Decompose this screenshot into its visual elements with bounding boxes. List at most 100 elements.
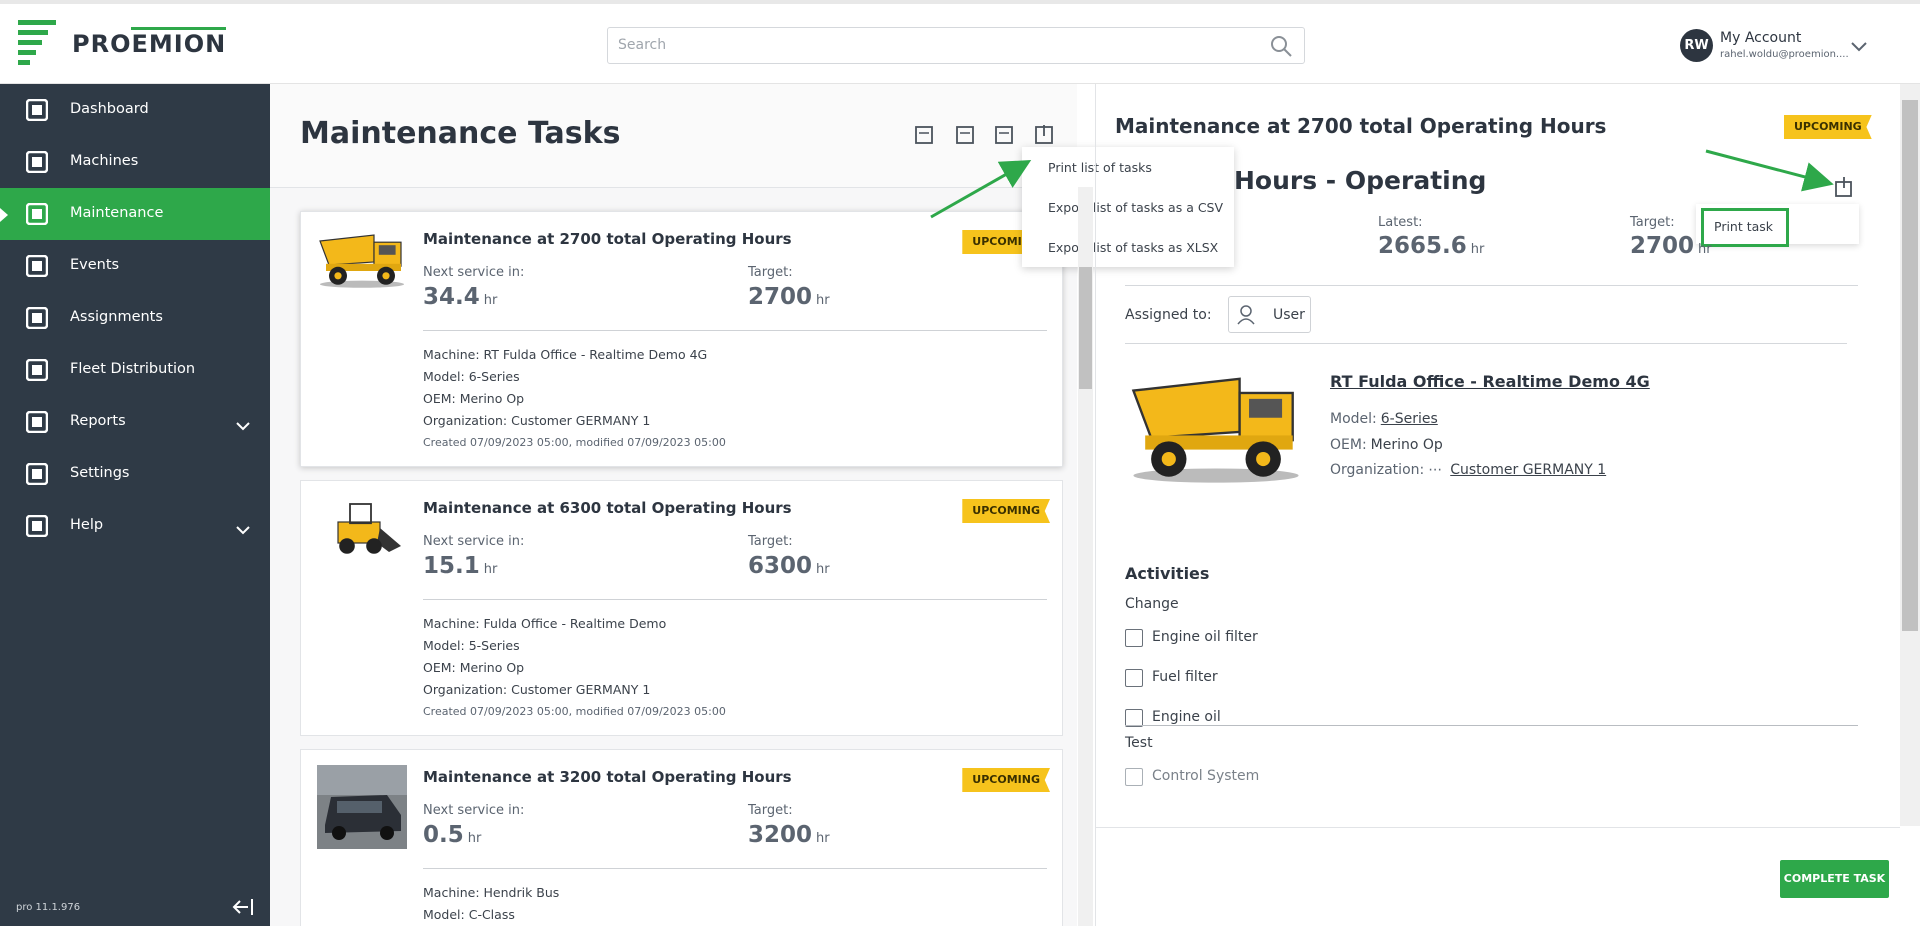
divider — [1125, 343, 1847, 344]
divider — [1125, 285, 1858, 286]
task-detail: Organization: Customer GERMANY 1 — [423, 413, 651, 428]
assign-user-label: User — [1273, 307, 1305, 323]
sidebar-item[interactable]: Settings — [0, 448, 270, 500]
user-icon-svg — [1237, 305, 1255, 325]
account-name[interactable]: My Account — [1720, 30, 1802, 46]
checkbox[interactable] — [1125, 768, 1143, 786]
machine-oem: OEM: Merino Op — [1330, 437, 1443, 453]
d-target-value: 2700 hr — [1630, 233, 1712, 259]
next-number: 0.5 — [423, 822, 464, 848]
next-label: Next service in: — [423, 265, 525, 280]
toolbar-icon-svg — [956, 126, 974, 144]
export-menu-item[interactable]: Export list of tasks as XLSX — [1048, 240, 1219, 255]
sidebar-item[interactable]: Fleet Distribution — [0, 344, 270, 396]
next-value: 0.5 hr — [423, 822, 481, 848]
list-title: Maintenance Tasks — [300, 116, 621, 151]
sidebar-icon-svg — [25, 254, 49, 278]
target-value: 3200 hr — [748, 822, 830, 848]
activity-label: Fuel filter — [1152, 669, 1218, 685]
toolbar-icon — [994, 125, 1014, 149]
status-badge: UPCOMING — [962, 768, 1050, 792]
export-menu-item[interactable]: Print list of tasks — [1048, 160, 1152, 175]
machine-link[interactable]: RT Fulda Office - Realtime Demo 4G — [1330, 372, 1650, 391]
search-box[interactable]: Search — [607, 27, 1305, 64]
d-target-unit: hr — [1698, 242, 1712, 257]
next-unit: hr — [483, 562, 498, 577]
latest-label: Latest: — [1378, 215, 1423, 230]
next-value: 34.4 hr — [423, 284, 497, 310]
active-pointer — [0, 207, 8, 226]
machine-org: Organization: ⋯ Customer GERMANY 1 — [1330, 462, 1606, 478]
sidebar-label: Fleet Distribution — [70, 361, 196, 377]
sidebar-item[interactable]: Maintenance — [0, 188, 270, 240]
print-icon-svg — [1835, 177, 1852, 197]
panel-divider — [1095, 84, 1096, 926]
toolbar-icon-svg — [915, 126, 933, 144]
sidebar-icon-svg — [25, 462, 49, 486]
sidebar-icon-svg — [25, 202, 49, 226]
sidebar-icon-svg — [25, 306, 49, 330]
task-detail: Model: 6-Series — [423, 369, 520, 384]
sidebar-icon-svg — [25, 514, 49, 538]
task-card[interactable]: Maintenance at 6300 total Operating Hour… — [300, 480, 1063, 736]
active-pointer-svg — [0, 208, 8, 222]
sidebar-label: Assignments — [70, 309, 163, 325]
account-email: rahel.woldu@proemion.... — [1720, 49, 1849, 60]
sidebar-item[interactable]: Events — [0, 240, 270, 292]
activity-label: Engine oil filter — [1152, 629, 1258, 645]
sidebar-icon — [25, 98, 49, 125]
sidebar-item[interactable]: Reports — [0, 396, 270, 448]
assign-user[interactable]: User — [1228, 296, 1311, 333]
target-unit: hr — [816, 831, 830, 846]
avatar: RW — [1680, 29, 1713, 62]
export-menu-item[interactable]: Export list of tasks as a CSV — [1048, 200, 1224, 215]
checkbox[interactable] — [1125, 669, 1143, 687]
model-label: Model: — [1330, 411, 1377, 427]
org-value[interactable]: Customer GERMANY 1 — [1450, 462, 1607, 478]
sidebar-label: Reports — [70, 413, 126, 429]
target-unit: hr — [816, 293, 830, 308]
print-task-item[interactable]: Print task — [1701, 208, 1789, 247]
user-icon — [1237, 305, 1259, 329]
task-detail: Machine: Fulda Office - Realtime Demo — [423, 616, 667, 631]
task-detail: Machine: Hendrik Bus — [423, 885, 560, 900]
sidebar-icon — [25, 358, 49, 385]
next-unit: hr — [483, 293, 498, 308]
complete-button[interactable]: COMPLETE TASK — [1780, 860, 1889, 898]
org-label: Organization: — [1330, 462, 1425, 478]
checkbox[interactable] — [1125, 709, 1143, 727]
task-image-svg — [317, 765, 407, 849]
sidebar-icon — [25, 254, 49, 281]
header-bottom — [0, 83, 1920, 84]
task-title: Maintenance at 3200 total Operating Hour… — [423, 768, 792, 786]
logo-emion: EMION — [131, 27, 227, 58]
next-label: Next service in: — [423, 803, 525, 818]
toolbar-icon — [914, 125, 934, 149]
activity-label: Control System — [1152, 768, 1260, 784]
group-name: Change — [1125, 596, 1179, 612]
task-card[interactable]: Maintenance at 2700 total Operating Hour… — [300, 211, 1063, 467]
sidebar-icon-svg — [25, 358, 49, 382]
task-detail: Organization: Customer GERMANY 1 — [423, 682, 651, 697]
card-divider — [423, 330, 1047, 331]
task-card[interactable]: Maintenance at 3200 total Operating Hour… — [300, 749, 1063, 926]
sidebar-item[interactable]: Machines — [0, 136, 270, 188]
logo-icon — [18, 20, 58, 70]
detail-subtitle: Hours - Operating — [1234, 166, 1487, 195]
sidebar-icon — [25, 462, 49, 489]
checkbox[interactable] — [1125, 629, 1143, 647]
target-number: 6300 — [748, 553, 813, 579]
sidebar-icon-svg — [25, 150, 49, 174]
sidebar-item[interactable]: Assignments — [0, 292, 270, 344]
latest-number: 2665.6 — [1378, 233, 1467, 259]
sidebar-item[interactable]: Help — [0, 500, 270, 552]
task-image — [317, 765, 407, 853]
next-number: 34.4 — [423, 284, 480, 310]
detail-badge: UPCOMING — [1784, 115, 1872, 139]
sidebar-item[interactable]: Dashboard — [0, 84, 270, 136]
footer-divider — [1096, 827, 1900, 828]
oem-label: OEM: — [1330, 437, 1367, 453]
model-value[interactable]: 6-Series — [1380, 411, 1438, 427]
logo-pro: PRO — [72, 30, 132, 58]
task-detail: Model: C-Class — [423, 907, 515, 922]
